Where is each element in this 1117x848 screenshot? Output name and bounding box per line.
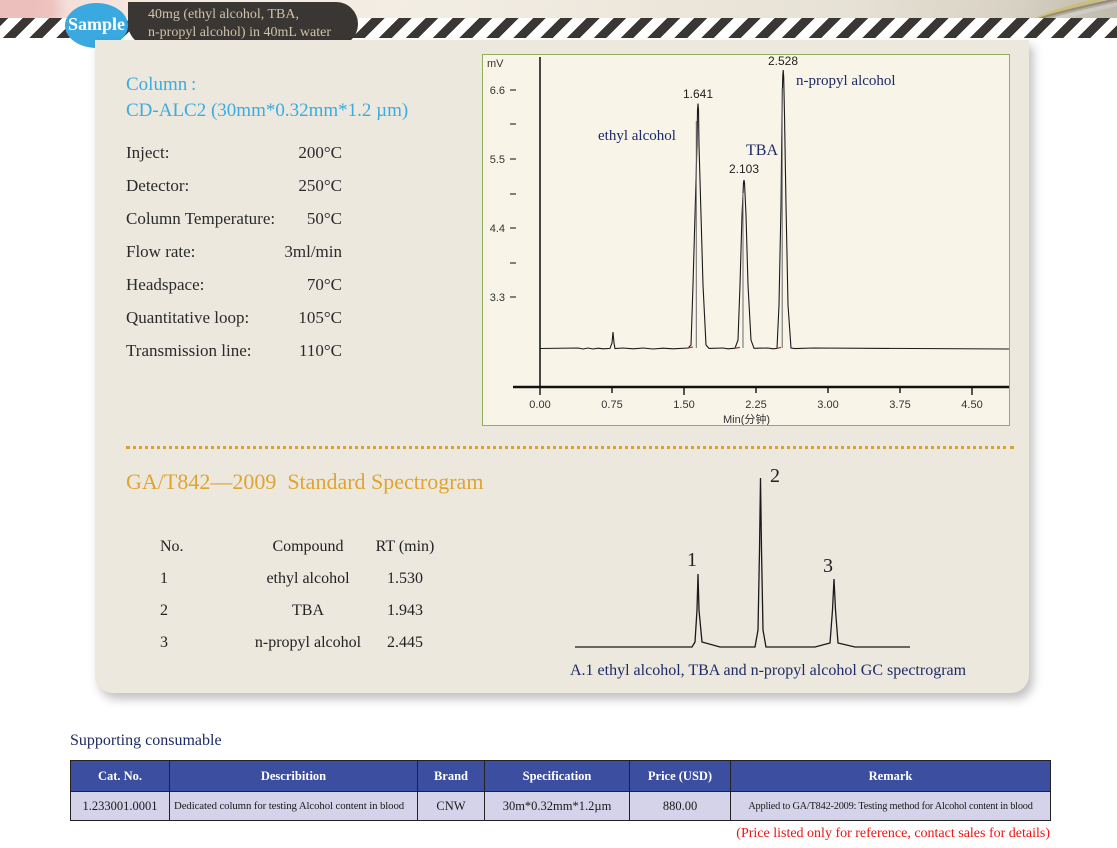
svg-text:n-propyl alcohol: n-propyl alcohol <box>796 73 896 89</box>
svg-text:1: 1 <box>687 549 697 571</box>
svg-text:2: 2 <box>770 465 780 487</box>
svg-text:4.50: 4.50 <box>961 399 982 411</box>
svg-text:1.641: 1.641 <box>683 87 713 101</box>
svg-text:ethyl alcohol: ethyl alcohol <box>598 128 676 144</box>
svg-text:2.528: 2.528 <box>768 55 798 68</box>
svg-text:mV: mV <box>487 58 504 70</box>
svg-text:3.3: 3.3 <box>490 292 505 304</box>
svg-text:1.50: 1.50 <box>673 399 694 411</box>
svg-text:2.103: 2.103 <box>729 162 759 176</box>
svg-text:0.00: 0.00 <box>529 399 550 411</box>
svg-text:6.6: 6.6 <box>490 85 505 97</box>
svg-text:Min(分钟): Min(分钟) <box>723 412 770 426</box>
svg-text:TBA: TBA <box>746 142 778 159</box>
svg-text:0.75: 0.75 <box>601 399 622 411</box>
svg-text:4.4: 4.4 <box>490 223 505 235</box>
svg-text:3.00: 3.00 <box>817 399 838 411</box>
svg-text:2.25: 2.25 <box>745 399 766 411</box>
svg-text:3.75: 3.75 <box>889 399 910 411</box>
svg-text:5.5: 5.5 <box>490 154 505 166</box>
svg-text:3: 3 <box>823 555 833 577</box>
